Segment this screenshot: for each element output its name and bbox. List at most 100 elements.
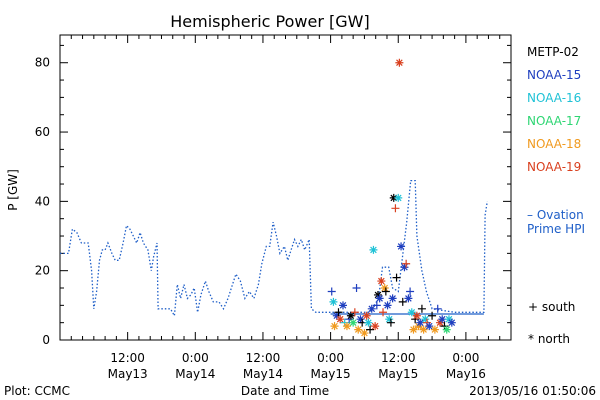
point-mark [409, 325, 418, 334]
plot-timestamp: 2013/05/16 01:50:06 [469, 384, 596, 398]
point-mark [380, 284, 389, 293]
point-mark [394, 193, 403, 202]
north-point [383, 301, 392, 310]
north-point [438, 315, 447, 324]
point-mark [329, 297, 338, 306]
x-tick-date: May14 [175, 367, 215, 381]
y-tick-label: 40 [35, 194, 50, 208]
point-mark [350, 308, 359, 317]
point-mark [372, 301, 381, 310]
point-mark [375, 294, 384, 303]
point-mark [444, 315, 453, 324]
north-point [354, 325, 363, 334]
x-tick-time: 12:00 [381, 351, 416, 365]
point-mark [345, 315, 354, 324]
legend-entry: NOAA-17 [527, 114, 581, 128]
point-mark [433, 304, 442, 313]
x-tick-date: May13 [108, 367, 148, 381]
north-point [332, 311, 341, 320]
legend-entry: NOAA-16 [527, 91, 581, 105]
point-mark [412, 311, 421, 320]
north-point [416, 318, 425, 327]
south-point [406, 287, 415, 296]
north-point [369, 245, 378, 254]
point-mark [395, 58, 404, 67]
y-tick-label: 80 [35, 56, 50, 70]
chart-title: Hemispheric Power [GW] [170, 12, 369, 31]
legend: METP-02 NOAA-15 NOAA-16 NOAA-17 NOAA-18 NOAA-… [527, 45, 581, 174]
point-mark [398, 297, 407, 306]
point-mark [428, 311, 437, 320]
point-mark [416, 318, 425, 327]
north-point [360, 329, 369, 338]
south-point [402, 259, 411, 268]
point-mark [360, 329, 369, 338]
north-point [444, 315, 453, 324]
point-mark [404, 294, 413, 303]
point-mark [397, 242, 406, 251]
x-axis: 12:00 May13 0:00 May14 12:00 May14 0:00 May15 12… [59, 35, 512, 381]
y-axis-label: P [GW] [6, 169, 20, 211]
point-mark [342, 322, 351, 331]
north-point [412, 311, 421, 320]
point-mark [385, 315, 394, 324]
data-points [327, 58, 456, 338]
south-point [433, 304, 442, 313]
south-point [428, 311, 437, 320]
point-mark [411, 315, 420, 324]
north-point [346, 311, 355, 320]
x-tick-time: 12:00 [246, 351, 281, 365]
south-point [345, 315, 354, 324]
south-marker-key: + south [528, 300, 575, 314]
x-tick-date: May15 [311, 367, 351, 381]
north-point [342, 322, 351, 331]
point-mark [354, 325, 363, 334]
x-tick-time: 12:00 [110, 351, 145, 365]
plot-frame [59, 34, 512, 341]
point-mark [406, 287, 415, 296]
point-mark [383, 301, 392, 310]
south-point [381, 287, 390, 296]
north-point [435, 318, 444, 327]
north-point [373, 290, 382, 299]
point-mark [327, 287, 336, 296]
legend-entry: METP-02 [527, 45, 579, 59]
north-point [371, 322, 380, 331]
x-tick-date: May16 [446, 367, 486, 381]
north-point [385, 315, 394, 324]
point-mark [332, 311, 341, 320]
y-axis: 0 20 40 60 80 [35, 44, 511, 347]
point-mark [447, 318, 456, 327]
north-point [395, 58, 404, 67]
x-tick-time: 0:00 [317, 351, 344, 365]
point-mark [366, 325, 375, 334]
north-point [389, 193, 398, 202]
north-point [442, 325, 451, 334]
point-mark [334, 308, 343, 317]
point-mark [339, 301, 348, 310]
north-point [419, 325, 428, 334]
point-mark [417, 304, 426, 313]
point-mark [336, 315, 345, 324]
north-point [430, 325, 439, 334]
south-point [366, 325, 375, 334]
point-mark [407, 308, 416, 317]
x-tick-time: 0:00 [452, 351, 479, 365]
north-point [364, 318, 373, 327]
ovation-label-2: Prime HPI [527, 222, 585, 236]
point-mark [388, 294, 397, 303]
north-point [375, 294, 384, 303]
north-point [414, 322, 423, 331]
south-point [417, 304, 426, 313]
point-mark [389, 193, 398, 202]
north-point [425, 322, 434, 331]
point-mark [419, 325, 428, 334]
north-point [394, 193, 403, 202]
x-axis-label: Date and Time [241, 384, 329, 398]
point-mark [425, 322, 434, 331]
point-mark [356, 315, 365, 324]
legend-entry: NOAA-18 [527, 137, 581, 151]
south-point [350, 308, 359, 317]
north-point [388, 294, 397, 303]
